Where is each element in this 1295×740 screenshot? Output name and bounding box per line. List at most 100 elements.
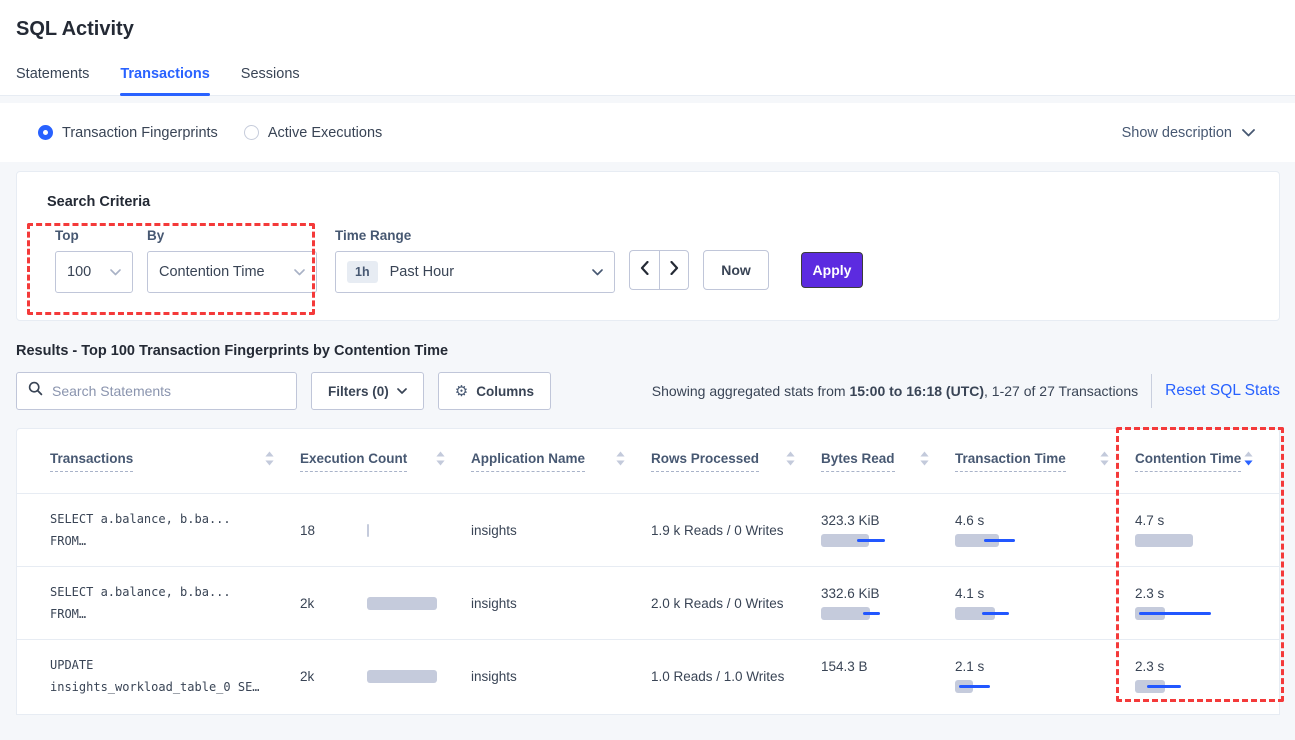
top-value: 100 [67, 264, 92, 280]
filters-button[interactable]: Filters (0) [311, 372, 424, 410]
column-header-transaction-time[interactable]: Transaction Time [955, 451, 1135, 472]
bar-blue-line [1147, 685, 1181, 688]
bar-gray-segment [366, 523, 369, 537]
sort-arrows-icon[interactable] [920, 451, 929, 471]
query-line-2: FROM… [50, 607, 87, 621]
bar-gray-segment [955, 534, 999, 547]
search-statements-box [16, 372, 297, 410]
apply-button[interactable]: Apply [801, 252, 863, 288]
transaction-fingerprint-link[interactable]: SELECT a.balance, b.ba... FROM… [50, 508, 300, 552]
application-name-cell: insights [471, 595, 517, 611]
results-heading: Results - Top 100 Transaction Fingerprin… [16, 343, 449, 359]
table-row[interactable]: SELECT a.balance, b.ba... FROM… 18 insights… [17, 493, 1279, 566]
sort-arrows-icon[interactable] [265, 451, 274, 471]
query-line-2: insights_workload_table_0 SE… [50, 680, 260, 694]
execution-count-bar [366, 523, 472, 537]
column-header-execution-count[interactable]: Execution Count [300, 451, 471, 472]
transaction-time-cell-value: 4.6 s [955, 513, 985, 528]
toolbar-divider [1151, 374, 1153, 408]
now-button[interactable]: Now [703, 250, 769, 290]
time-range-field: Time Range 1h Past Hour [335, 228, 615, 293]
bytes-read-cell-bar [821, 607, 931, 620]
search-criteria-panel: Search Criteria Top 100 By Contention Ti… [16, 171, 1280, 321]
aggregated-stats-text: Showing aggregated stats from 15:00 to 1… [651, 383, 1139, 399]
column-header-transactions[interactable]: Transactions [50, 451, 300, 472]
bar-gray-segment [821, 534, 869, 547]
bar-gray-segment [821, 607, 870, 620]
radio-label: Transaction Fingerprints [62, 124, 218, 141]
transaction-time-cell: 4.6 s [955, 513, 1135, 547]
execution-count-value: 18 [300, 522, 316, 538]
column-header-application-name[interactable]: Application Name [471, 451, 651, 472]
top-select[interactable]: 100 [55, 251, 133, 293]
bytes-read-cell-value: 154.3 B [821, 659, 868, 674]
bytes-read-cell: 323.3 KiB [821, 513, 955, 547]
reset-sql-stats-link[interactable]: Reset SQL Stats [1165, 382, 1280, 399]
execution-count-cell: 2k [300, 596, 471, 611]
sort-arrows-icon[interactable] [786, 451, 795, 471]
bytes-read-cell-bar [821, 534, 931, 547]
columns-label: Columns [476, 383, 534, 399]
columns-button[interactable]: ⚙ Columns [437, 372, 551, 410]
radio-unselected-icon [243, 125, 259, 140]
chevron-down-icon [396, 388, 407, 394]
next-time-range-button[interactable] [659, 250, 689, 290]
chevron-down-icon [294, 268, 305, 276]
time-range-select[interactable]: 1h Past Hour [335, 251, 615, 293]
transaction-time-cell-bar [955, 534, 1065, 547]
bar-gray-segment [366, 669, 437, 683]
tab-statements[interactable]: Statements [16, 66, 90, 82]
time-range-step-buttons [629, 250, 689, 290]
bar-blue-line [1139, 612, 1211, 615]
contention-time-cell-bar [1135, 680, 1245, 693]
bar-gray-segment [366, 596, 437, 610]
execution-count-bar [366, 669, 472, 683]
tab-sessions[interactable]: Sessions [240, 66, 300, 82]
previous-time-range-button[interactable] [629, 250, 659, 290]
search-criteria-heading: Search Criteria [47, 194, 151, 210]
execution-count-cell: 18 [300, 523, 471, 538]
view-toggle-bar: Transaction Fingerprints Active Executio… [0, 103, 1295, 162]
column-header-rows-processed[interactable]: Rows Processed [651, 451, 821, 472]
filters-label: Filters (0) [328, 383, 389, 399]
app-header: SQL Activity Statements Transactions Ses… [0, 0, 1295, 96]
bar-blue-line [863, 612, 880, 615]
contention-time-cell: 2.3 s [1135, 586, 1279, 620]
transaction-fingerprint-link[interactable]: UPDATE insights_workload_table_0 SE… [50, 654, 300, 698]
query-line-1: UPDATE [50, 658, 94, 672]
transaction-fingerprint-link[interactable]: SELECT a.balance, b.ba... FROM… [50, 581, 300, 625]
contention-time-cell-value: 2.3 s [1135, 586, 1165, 601]
radio-active-executions[interactable]: Active Executions [243, 125, 382, 141]
bar-blue-line [984, 539, 1015, 542]
table-header-row: Transactions Execution Count Application… [17, 429, 1279, 493]
chevron-down-icon [592, 268, 603, 276]
show-description-toggle[interactable]: Show description [1122, 125, 1255, 141]
search-statements-input[interactable] [52, 383, 296, 399]
contention-time-cell-value: 4.7 s [1135, 513, 1165, 528]
bar-blue-line [982, 612, 1009, 615]
chevron-down-icon [1242, 128, 1255, 137]
column-header-contention-time[interactable]: Contention Time [1135, 451, 1279, 472]
by-select[interactable]: Contention Time [147, 251, 317, 293]
transaction-time-cell-value: 2.1 s [955, 659, 985, 674]
tab-transactions[interactable]: Transactions [120, 66, 211, 96]
sort-arrows-icon[interactable] [436, 451, 445, 471]
sort-arrows-icon[interactable] [1100, 451, 1109, 471]
top-field: Top 100 [55, 228, 133, 293]
query-line-2: FROM… [50, 534, 87, 548]
execution-count-cell: 2k [300, 669, 471, 684]
column-header-bytes-read[interactable]: Bytes Read [821, 451, 955, 472]
tab-bar: Statements Transactions Sessions [16, 66, 1295, 96]
transactions-table: Transactions Execution Count Application… [16, 427, 1284, 715]
application-name-cell: insights [471, 522, 517, 538]
bar-blue-line [857, 539, 885, 542]
table-row[interactable]: UPDATE insights_workload_table_0 SE… 2k ins… [17, 639, 1279, 712]
contention-time-cell-bar [1135, 607, 1245, 620]
table-row[interactable]: SELECT a.balance, b.ba... FROM… 2k insights… [17, 566, 1279, 639]
sort-arrows-icon[interactable] [616, 451, 625, 471]
radio-transaction-fingerprints[interactable]: Transaction Fingerprints [38, 125, 218, 141]
search-icon [28, 381, 43, 401]
contention-time-cell: 2.3 s [1135, 659, 1279, 693]
radio-selected-icon [38, 125, 53, 140]
sort-arrows-icon[interactable] [1244, 451, 1253, 471]
